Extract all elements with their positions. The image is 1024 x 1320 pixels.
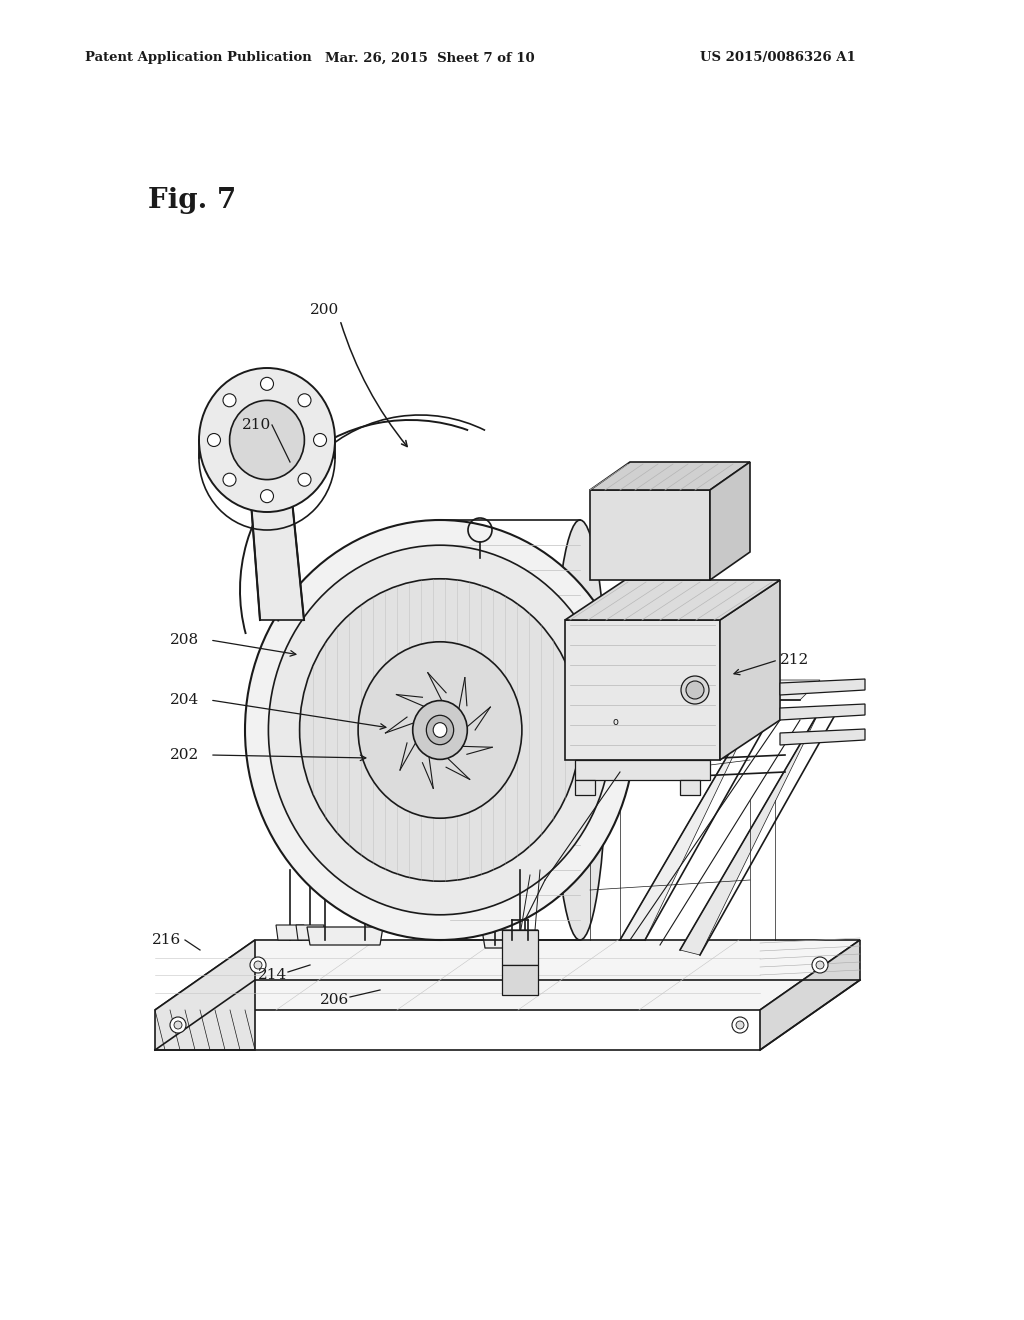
Circle shape xyxy=(170,1016,186,1034)
Polygon shape xyxy=(710,462,750,579)
Polygon shape xyxy=(276,925,304,940)
Ellipse shape xyxy=(245,520,635,940)
Polygon shape xyxy=(502,931,538,965)
Ellipse shape xyxy=(553,520,607,940)
Text: Fig. 7: Fig. 7 xyxy=(148,186,237,214)
Ellipse shape xyxy=(681,676,709,704)
Text: Mar. 26, 2015  Sheet 7 of 10: Mar. 26, 2015 Sheet 7 of 10 xyxy=(326,51,535,65)
Text: Patent Application Publication: Patent Application Publication xyxy=(85,51,311,65)
Circle shape xyxy=(250,957,266,973)
Circle shape xyxy=(223,393,236,407)
Text: 202: 202 xyxy=(170,748,200,762)
Polygon shape xyxy=(780,729,865,744)
Polygon shape xyxy=(575,780,595,795)
Polygon shape xyxy=(590,462,750,490)
Circle shape xyxy=(298,473,311,486)
Ellipse shape xyxy=(300,578,581,882)
Circle shape xyxy=(313,433,327,446)
Polygon shape xyxy=(502,965,538,995)
Polygon shape xyxy=(575,760,710,780)
Ellipse shape xyxy=(268,545,611,915)
Text: 216: 216 xyxy=(152,933,181,946)
Text: 200: 200 xyxy=(310,304,339,317)
Text: o: o xyxy=(612,717,617,727)
Polygon shape xyxy=(720,579,780,760)
Polygon shape xyxy=(155,940,860,1010)
Text: 210: 210 xyxy=(242,418,271,432)
Polygon shape xyxy=(680,710,820,954)
Text: US 2015/0086326 A1: US 2015/0086326 A1 xyxy=(700,51,856,65)
Polygon shape xyxy=(780,678,865,696)
Circle shape xyxy=(260,490,273,503)
Ellipse shape xyxy=(686,681,705,700)
Polygon shape xyxy=(760,940,860,1049)
Circle shape xyxy=(174,1020,182,1030)
Circle shape xyxy=(298,393,311,407)
Polygon shape xyxy=(155,940,255,1049)
Polygon shape xyxy=(296,925,324,940)
Circle shape xyxy=(254,961,262,969)
Polygon shape xyxy=(565,579,780,620)
Circle shape xyxy=(208,433,220,446)
Polygon shape xyxy=(620,680,820,700)
Ellipse shape xyxy=(433,722,446,738)
Polygon shape xyxy=(780,704,865,719)
Ellipse shape xyxy=(358,642,522,818)
Polygon shape xyxy=(620,700,760,940)
Ellipse shape xyxy=(199,368,335,512)
Ellipse shape xyxy=(229,400,304,479)
Polygon shape xyxy=(482,931,538,948)
Circle shape xyxy=(260,378,273,391)
Polygon shape xyxy=(247,450,304,620)
Circle shape xyxy=(223,473,236,486)
Text: 212: 212 xyxy=(780,653,809,667)
Text: 214: 214 xyxy=(258,968,288,982)
Circle shape xyxy=(732,1016,748,1034)
Polygon shape xyxy=(307,927,383,945)
Text: 206: 206 xyxy=(319,993,349,1007)
Circle shape xyxy=(736,1020,744,1030)
Polygon shape xyxy=(565,620,720,760)
Ellipse shape xyxy=(413,701,467,759)
Ellipse shape xyxy=(426,715,454,744)
Circle shape xyxy=(816,961,824,969)
Polygon shape xyxy=(590,490,710,579)
Text: 204: 204 xyxy=(170,693,200,708)
Polygon shape xyxy=(680,780,700,795)
Text: 208: 208 xyxy=(170,634,199,647)
Circle shape xyxy=(812,957,828,973)
